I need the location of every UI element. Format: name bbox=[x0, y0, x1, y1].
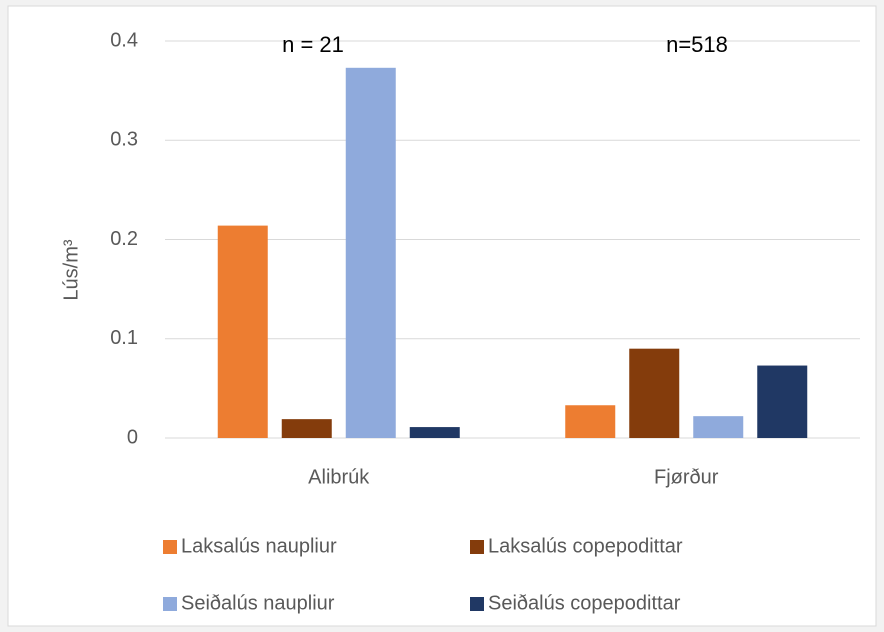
bar bbox=[693, 416, 744, 438]
y-tick-label: 0.4 bbox=[110, 29, 138, 51]
y-axis-label: Lús/m³ bbox=[60, 239, 82, 300]
annotation: n = 21 bbox=[282, 32, 344, 57]
legend-swatch bbox=[163, 540, 177, 554]
y-tick-label: 0 bbox=[127, 426, 138, 448]
bar bbox=[565, 405, 616, 438]
legend-label: Seiðalús copepodittar bbox=[488, 592, 681, 614]
bar bbox=[409, 427, 460, 438]
legend-label: Seiðalús naupliur bbox=[181, 592, 335, 614]
legend-label: Laksalús copepodittar bbox=[488, 535, 683, 557]
legend-swatch bbox=[163, 597, 177, 611]
y-tick-label: 0.2 bbox=[110, 228, 138, 250]
legend-swatch bbox=[470, 540, 484, 554]
x-tick-label: Alibrúk bbox=[308, 466, 370, 488]
legend-label: Laksalús naupliur bbox=[181, 535, 337, 557]
bar bbox=[345, 67, 396, 439]
y-tick-label: 0.3 bbox=[110, 129, 138, 151]
bar bbox=[629, 348, 680, 438]
legend-swatch bbox=[470, 597, 484, 611]
bar bbox=[217, 225, 268, 438]
annotation: n=518 bbox=[666, 32, 728, 57]
chart-area bbox=[7, 5, 877, 627]
x-tick-label: Fjørður bbox=[654, 466, 719, 488]
bar bbox=[757, 365, 808, 438]
bar bbox=[281, 419, 332, 438]
y-tick-label: 0.1 bbox=[110, 327, 138, 349]
